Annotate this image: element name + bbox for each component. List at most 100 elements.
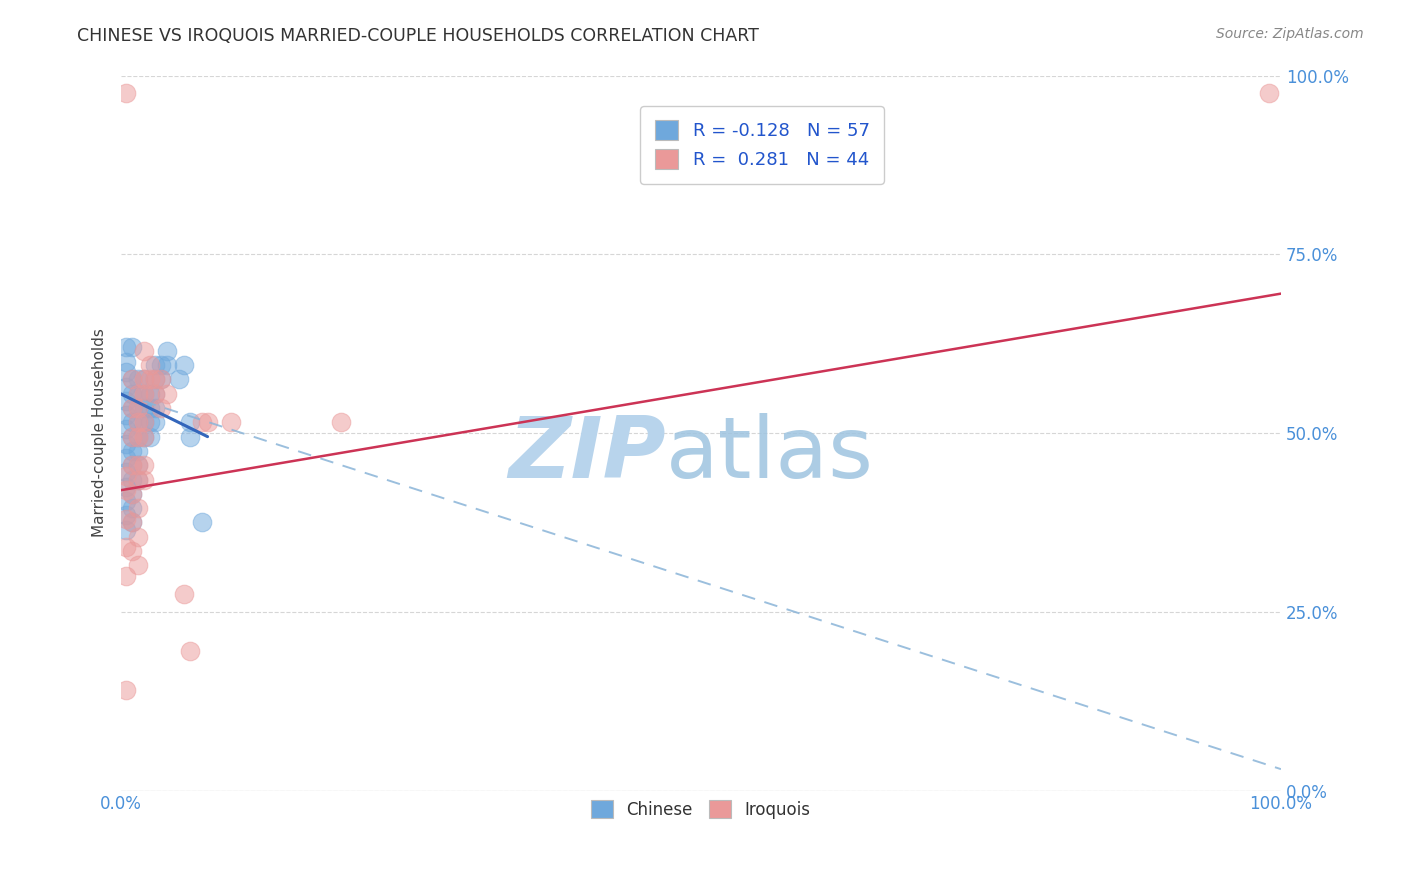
Point — [150, 358, 173, 372]
Point — [143, 386, 166, 401]
Point — [156, 358, 179, 372]
Point — [115, 340, 138, 354]
Point — [121, 487, 143, 501]
Point — [115, 494, 138, 508]
Point — [121, 401, 143, 415]
Point — [127, 401, 149, 415]
Point — [127, 458, 149, 473]
Point — [121, 516, 143, 530]
Point — [127, 444, 149, 458]
Point — [127, 501, 149, 516]
Point — [143, 386, 166, 401]
Point — [132, 372, 155, 386]
Point — [143, 358, 166, 372]
Point — [127, 430, 149, 444]
Text: ZIP: ZIP — [509, 413, 666, 496]
Point — [150, 401, 173, 415]
Point — [150, 372, 173, 386]
Point — [127, 372, 149, 386]
Text: Source: ZipAtlas.com: Source: ZipAtlas.com — [1216, 27, 1364, 41]
Point — [138, 372, 160, 386]
Point — [115, 87, 138, 101]
Point — [179, 415, 201, 429]
Point — [115, 480, 138, 494]
Legend: Chinese, Iroquois: Chinese, Iroquois — [585, 793, 817, 825]
Point — [127, 415, 149, 429]
Point — [143, 415, 166, 429]
Point — [115, 437, 138, 451]
Point — [132, 401, 155, 415]
Point — [132, 458, 155, 473]
Point — [121, 473, 143, 487]
Point — [121, 458, 143, 473]
Point — [330, 415, 353, 429]
Point — [115, 683, 138, 698]
Point — [173, 587, 195, 601]
Point — [127, 473, 149, 487]
Point — [219, 415, 242, 429]
Point — [115, 379, 138, 393]
Point — [132, 415, 155, 429]
Text: atlas: atlas — [666, 413, 875, 496]
Point — [115, 354, 138, 368]
Point — [121, 544, 143, 558]
Point — [121, 386, 143, 401]
Point — [143, 372, 166, 386]
Point — [115, 541, 138, 555]
Point — [132, 372, 155, 386]
Point — [121, 430, 143, 444]
Point — [115, 512, 138, 526]
Point — [132, 430, 155, 444]
Y-axis label: Married-couple Households: Married-couple Households — [93, 328, 107, 538]
Point — [138, 415, 160, 429]
Point — [138, 401, 160, 415]
Point — [179, 430, 201, 444]
Point — [115, 469, 138, 483]
Point — [156, 343, 179, 358]
Point — [138, 386, 160, 401]
Point — [127, 473, 149, 487]
Point — [1258, 87, 1281, 101]
Point — [143, 372, 166, 386]
Point — [173, 358, 195, 372]
Point — [121, 372, 143, 386]
Point — [127, 430, 149, 444]
Point — [115, 365, 138, 379]
Point — [121, 372, 143, 386]
Point — [121, 458, 143, 473]
Point — [121, 430, 143, 444]
Point — [190, 516, 212, 530]
Point — [121, 501, 143, 516]
Point — [115, 523, 138, 537]
Point — [132, 343, 155, 358]
Point — [115, 569, 138, 583]
Point — [132, 473, 155, 487]
Point — [127, 401, 149, 415]
Point — [132, 386, 155, 401]
Point — [127, 530, 149, 544]
Point — [197, 415, 219, 429]
Point — [121, 444, 143, 458]
Point — [179, 644, 201, 658]
Point — [132, 430, 155, 444]
Point — [138, 358, 160, 372]
Point — [127, 415, 149, 429]
Point — [115, 466, 138, 480]
Point — [121, 487, 143, 501]
Point — [121, 415, 143, 429]
Point — [115, 508, 138, 523]
Point — [127, 386, 149, 401]
Point — [115, 483, 138, 498]
Point — [121, 516, 143, 530]
Point — [190, 415, 212, 429]
Point — [115, 408, 138, 422]
Point — [132, 415, 155, 429]
Point — [115, 451, 138, 466]
Point — [121, 340, 143, 354]
Point — [167, 372, 190, 386]
Point — [127, 386, 149, 401]
Point — [143, 401, 166, 415]
Point — [115, 393, 138, 408]
Point — [121, 401, 143, 415]
Point — [156, 386, 179, 401]
